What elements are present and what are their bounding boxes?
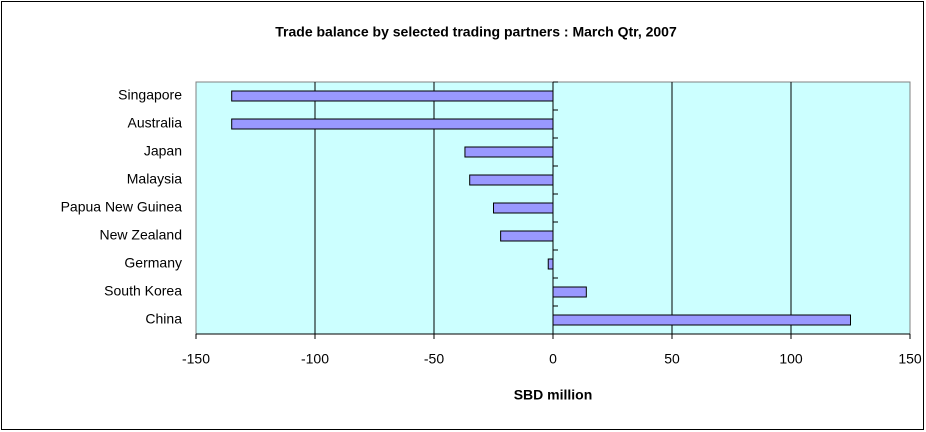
x-tick-label: -100 bbox=[301, 351, 329, 367]
x-tick-label: 0 bbox=[549, 351, 557, 367]
bar bbox=[464, 146, 554, 158]
bar bbox=[231, 90, 554, 102]
y-tick-label: China bbox=[145, 311, 182, 327]
x-tick-label: 150 bbox=[898, 351, 922, 367]
y-tick-label: Japan bbox=[144, 143, 182, 159]
chart-title: Trade balance by selected trading partne… bbox=[275, 24, 677, 40]
y-tick-label: Papua New Guinea bbox=[61, 199, 183, 215]
y-tick-label: South Korea bbox=[104, 283, 182, 299]
bar bbox=[469, 174, 554, 186]
x-tick-label: -150 bbox=[182, 351, 210, 367]
x-tick-label: 50 bbox=[664, 351, 680, 367]
bar bbox=[552, 314, 851, 326]
y-tick-label: Singapore bbox=[118, 87, 182, 103]
bar bbox=[231, 118, 554, 130]
bar bbox=[552, 286, 587, 298]
y-tick-label: Australia bbox=[128, 115, 183, 131]
x-tick-label: -50 bbox=[424, 351, 444, 367]
y-tick-label: Germany bbox=[124, 255, 182, 271]
y-tick-label: Malaysia bbox=[127, 171, 182, 187]
bar bbox=[547, 258, 554, 270]
x-axis-label: SBD million bbox=[514, 387, 593, 403]
x-tick-label: 100 bbox=[779, 351, 803, 367]
bar bbox=[493, 202, 554, 214]
bar bbox=[500, 230, 554, 242]
y-tick-label: New Zealand bbox=[100, 227, 183, 243]
